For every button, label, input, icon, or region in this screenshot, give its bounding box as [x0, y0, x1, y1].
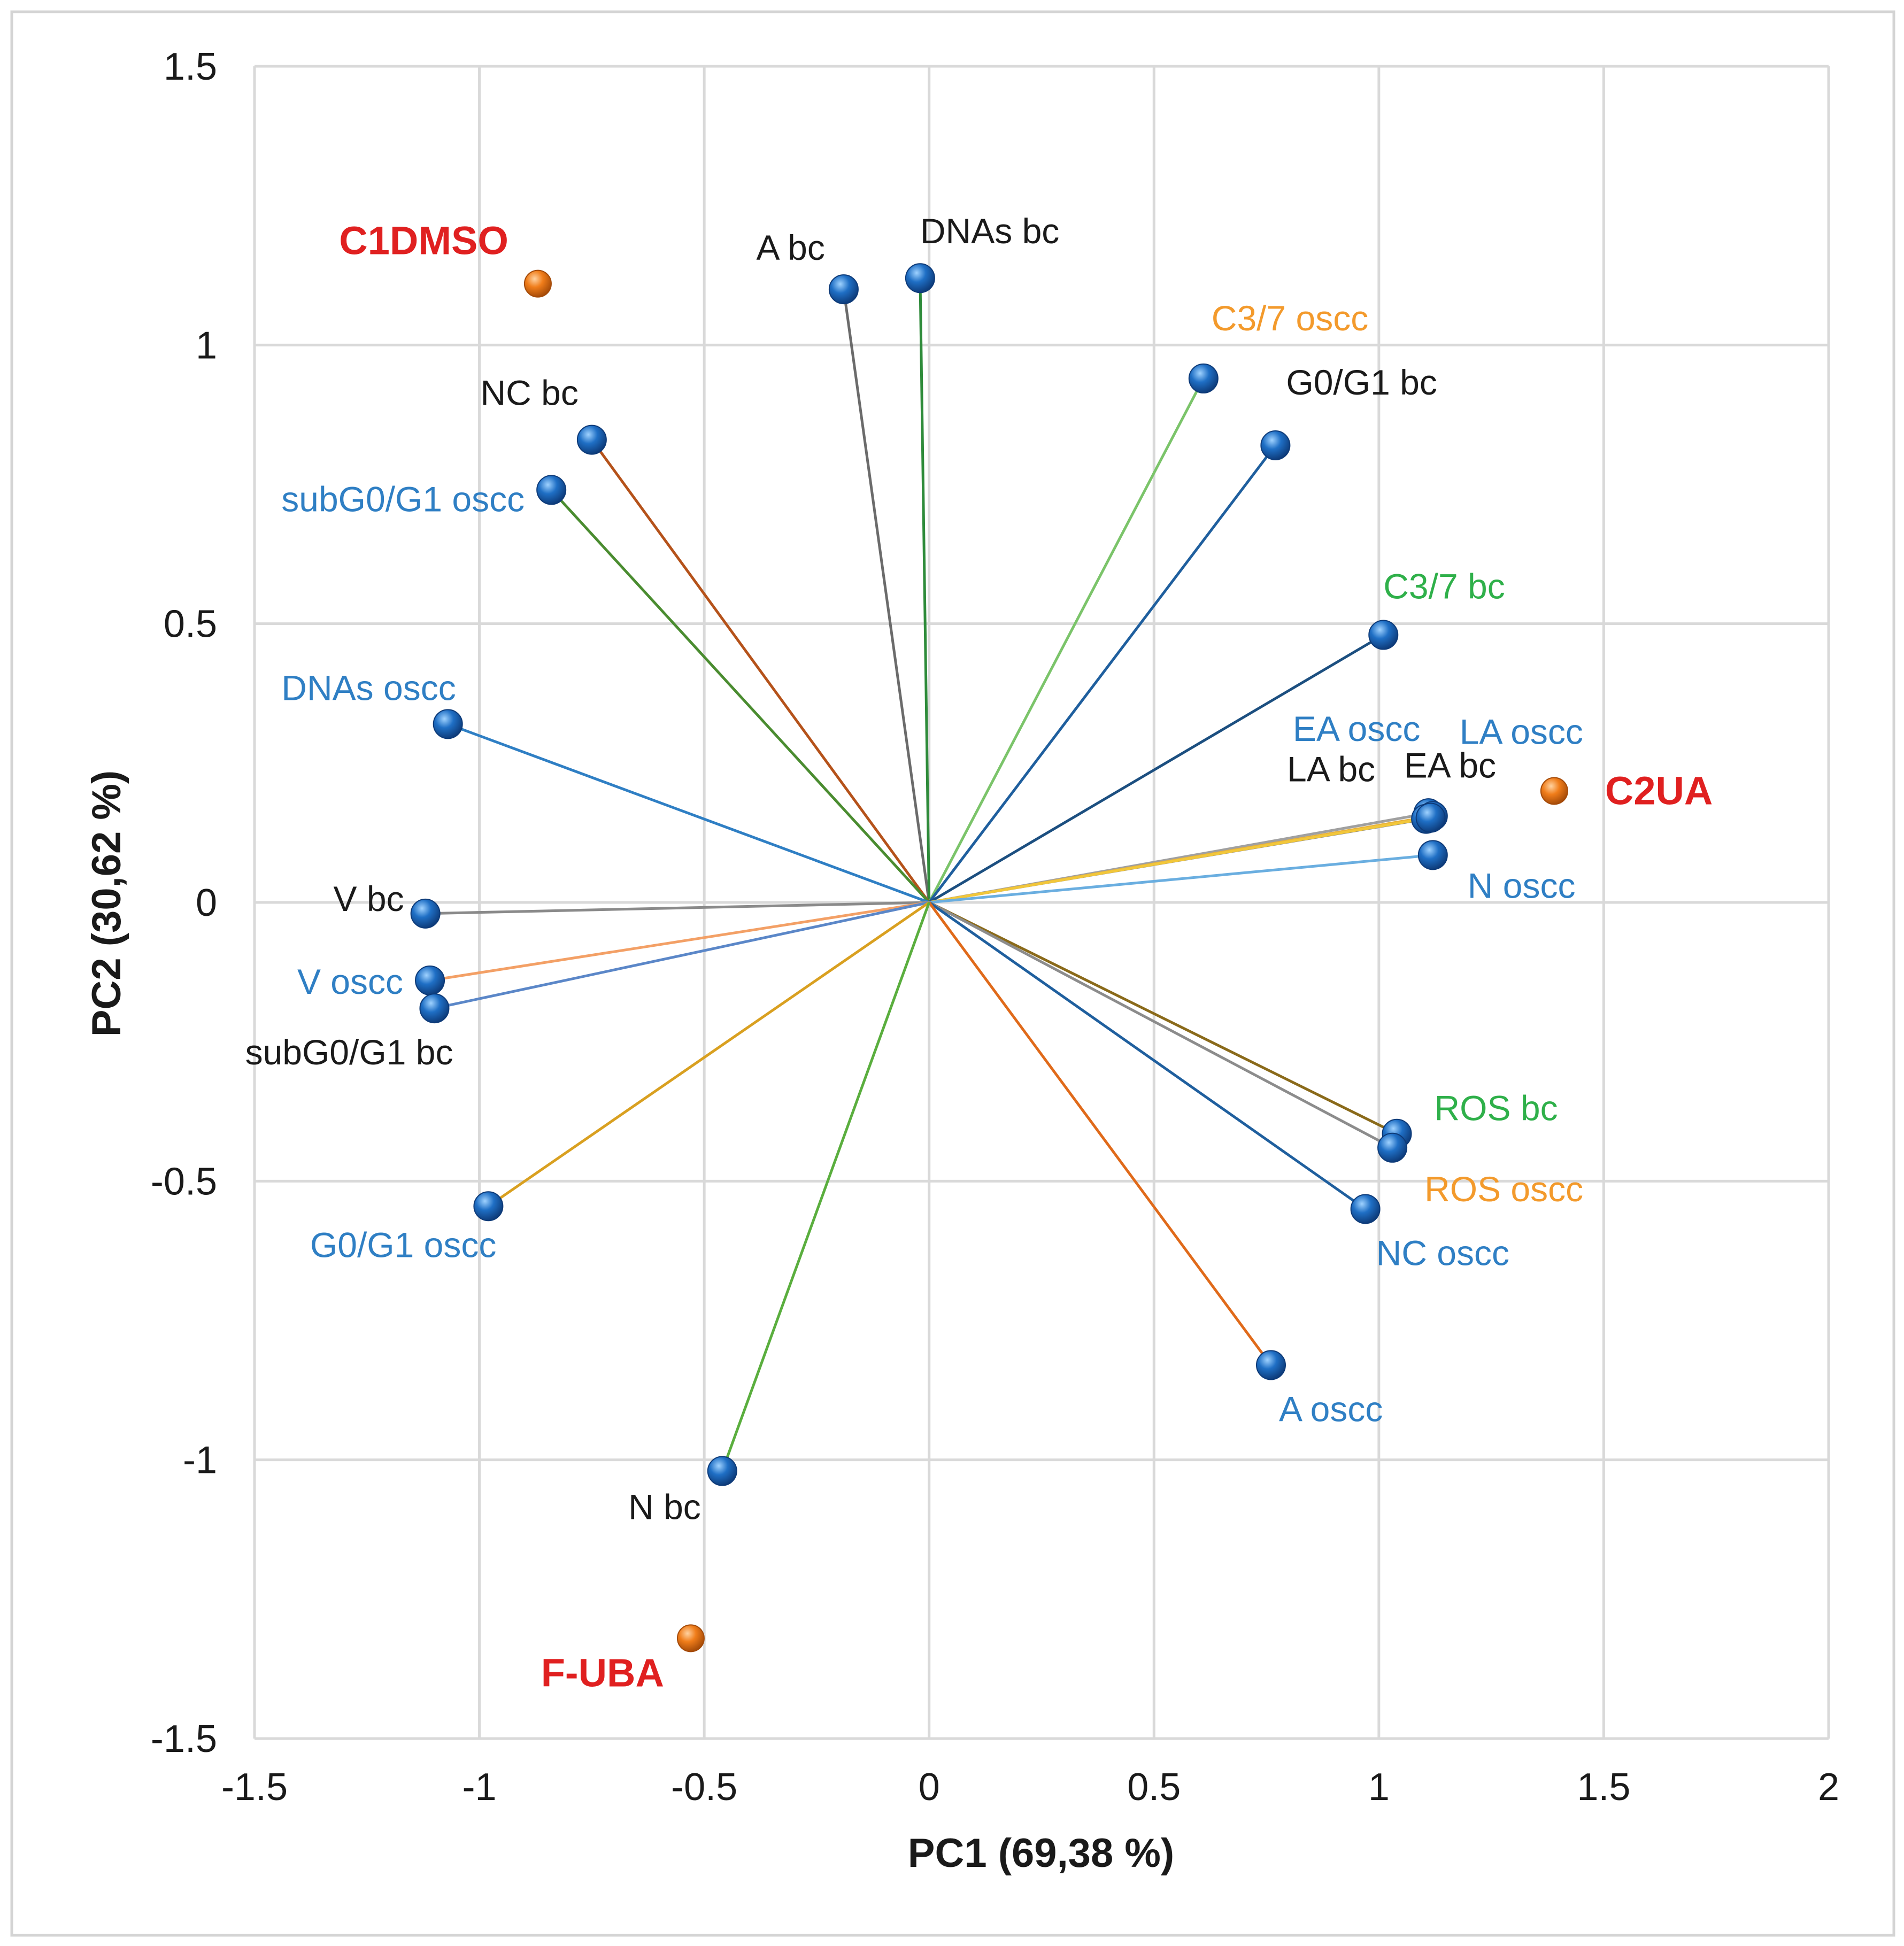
y-tick-label: 0.5: [164, 603, 217, 646]
vector-line: [447, 723, 930, 904]
variable-label: DNAs bc: [920, 211, 1059, 251]
data-points: [410, 263, 1568, 1652]
variable-label: ROS oscc: [1424, 1169, 1583, 1209]
sample-label: F-UBA: [541, 1650, 664, 1695]
vector-line: [487, 901, 930, 1208]
variable-label: EA oscc: [1293, 709, 1420, 748]
variable-label: A oscc: [1279, 1389, 1383, 1428]
x-tick-label: -1.5: [221, 1766, 288, 1809]
vector-line: [590, 439, 930, 904]
x-tick-label: 2: [1818, 1766, 1839, 1809]
variable-label: ROS bc: [1435, 1088, 1558, 1128]
variable-point: [905, 263, 935, 294]
chart-border: [10, 10, 1895, 1937]
x-tick-label: 0.5: [1127, 1766, 1181, 1809]
sample-point: [676, 1624, 705, 1652]
variable-point: [1368, 620, 1399, 650]
variable-point: [1415, 802, 1446, 833]
vector-line: [550, 489, 930, 904]
variable-label: N bc: [628, 1487, 701, 1527]
y-tick-label: 1.5: [164, 45, 217, 88]
x-axis-title: PC1 (69,38 %): [908, 1831, 1174, 1876]
variable-point: [1188, 363, 1219, 393]
sample-point: [523, 269, 552, 298]
vector-line: [429, 901, 930, 982]
vector-line: [434, 901, 930, 1010]
vector-line: [928, 901, 1272, 1366]
variable-label: subG0/G1 oscc: [281, 479, 525, 519]
variable-point: [707, 1456, 737, 1486]
variable-label: LA bc: [1287, 750, 1375, 789]
variable-point: [419, 993, 450, 1024]
x-tick-label: -1: [462, 1766, 497, 1809]
variable-label: G0/G1 oscc: [310, 1225, 496, 1264]
y-tick-label: -1: [183, 1439, 217, 1482]
variable-point: [1417, 840, 1448, 870]
variable-label: C3/7 bc: [1383, 567, 1505, 606]
x-tick-label: 1: [1368, 1766, 1390, 1809]
variable-label: LA oscc: [1460, 712, 1583, 751]
variable-point: [433, 709, 463, 739]
variable-label: G0/G1 bc: [1286, 362, 1437, 402]
variable-label: V bc: [334, 879, 404, 918]
sample-point: [1540, 777, 1568, 805]
variable-point: [1260, 430, 1291, 461]
sample-label: C2UA: [1605, 768, 1713, 813]
vector-line: [929, 816, 1431, 904]
variable-point: [576, 424, 607, 455]
vector-line: [928, 634, 1384, 904]
vector-line: [929, 853, 1433, 904]
variable-point: [1350, 1194, 1381, 1224]
y-tick-label: 1: [196, 324, 217, 367]
data-labels: A bc DNAs bc C3/7 oscc G0/G1 bc NC bc subG0/G…: [245, 211, 1713, 1695]
x-tick-label: 0: [919, 1766, 940, 1809]
grid-lines: [253, 65, 1830, 1740]
variable-point: [415, 965, 445, 995]
vector-line: [928, 444, 1277, 904]
variable-point: [1255, 1350, 1286, 1380]
y-tick-label: 0: [196, 882, 217, 924]
variable-label: DNAs oscc: [281, 668, 456, 707]
variable-point: [828, 274, 859, 305]
vector-line: [842, 289, 931, 903]
vector-line: [721, 902, 931, 1472]
vector-line: [928, 901, 1367, 1210]
variable-label: V oscc: [297, 962, 403, 1001]
loading-vectors: [425, 278, 1433, 1472]
y-axis-ticks: -1.5 -1 -0.5 0 0.5 1 1.5: [151, 45, 217, 1760]
sample-label: C1DMSO: [339, 219, 508, 263]
variable-label: NC oscc: [1376, 1233, 1509, 1272]
variable-point: [410, 898, 441, 929]
y-tick-label: -1.5: [151, 1718, 217, 1760]
variable-label: NC bc: [480, 373, 578, 413]
variable-label: subG0/G1 bc: [245, 1032, 453, 1072]
vector-line: [919, 278, 931, 903]
vector-line: [425, 901, 929, 915]
y-tick-label: -0.5: [151, 1160, 217, 1203]
x-axis-ticks: -1.5 -1 -0.5 0 0.5 1 1.5 2: [221, 1766, 1839, 1809]
vector-line: [928, 377, 1205, 904]
y-axis-title: PC2 (30,62 %): [84, 770, 129, 1037]
variable-point: [1377, 1132, 1408, 1163]
variable-point: [473, 1191, 504, 1222]
x-tick-label: 1.5: [1577, 1766, 1630, 1809]
vector-line: [928, 901, 1398, 1135]
variable-label: C3/7 oscc: [1212, 298, 1368, 338]
variable-label: EA bc: [1404, 746, 1496, 785]
vector-line: [928, 901, 1393, 1149]
variable-label: A bc: [756, 228, 824, 267]
variable-point: [536, 475, 567, 505]
x-tick-label: -0.5: [671, 1766, 737, 1809]
variable-label: N oscc: [1468, 866, 1576, 905]
